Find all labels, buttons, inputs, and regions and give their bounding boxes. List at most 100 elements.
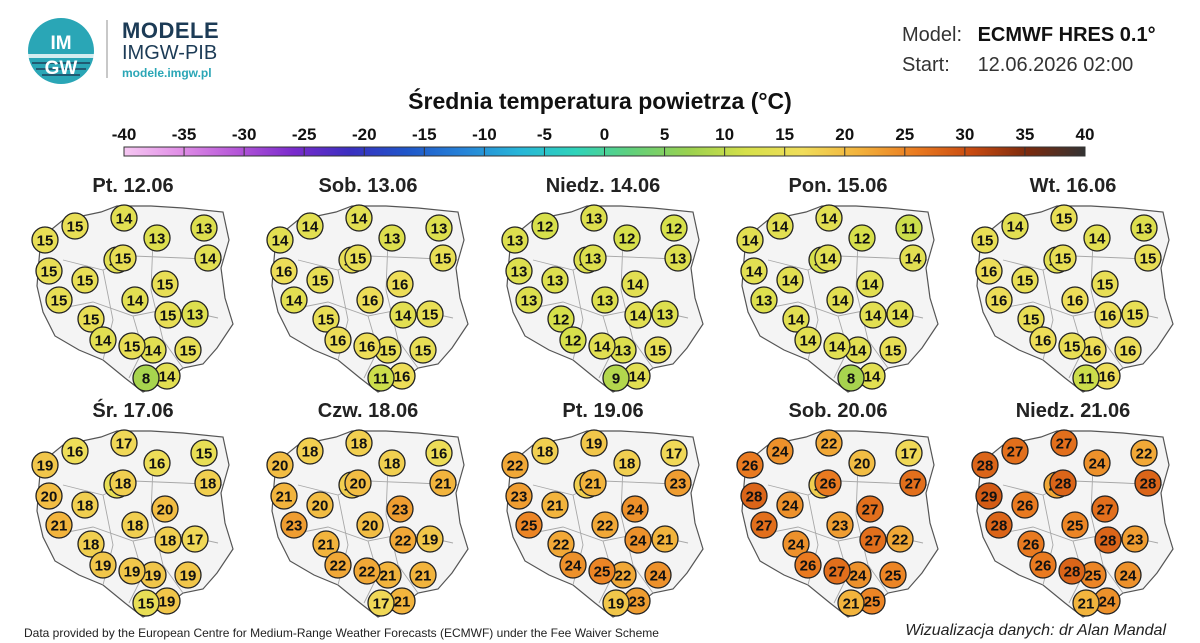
temperature-marker: 19	[31, 451, 59, 479]
temperature-value: 15	[415, 343, 432, 360]
temperature-marker: 16	[985, 286, 1013, 314]
temperature-marker: 24	[782, 530, 810, 558]
temperature-value: 11	[373, 371, 389, 388]
temperature-value: 22	[330, 558, 347, 575]
temperature-value: 15	[318, 312, 335, 329]
temperature-value: 21	[318, 537, 335, 554]
temperature-value: 23	[511, 489, 528, 506]
temperature-marker: 14	[89, 326, 117, 354]
temperature-bubble	[837, 364, 865, 392]
temperature-bubble	[190, 214, 218, 242]
temperature-marker: 26	[1011, 491, 1039, 519]
temperature-value: 11	[901, 221, 917, 238]
temperature-value: 28	[1055, 476, 1072, 493]
temperature-value: 28	[1140, 476, 1157, 493]
temperature-value: 20	[157, 502, 174, 519]
brand-title: MODELE	[122, 18, 220, 43]
temperature-marker: 14	[826, 286, 854, 314]
temperature-bubble	[89, 551, 117, 579]
temperature-value: 14	[395, 308, 412, 325]
temperature-value: 14	[109, 253, 126, 270]
temperature-bubble	[975, 257, 1003, 285]
temperature-marker: 16	[1093, 362, 1121, 390]
temperature-value: 21	[1078, 596, 1095, 613]
temperature-value: 21	[276, 489, 293, 506]
temperature-bubble	[306, 491, 334, 519]
temperature-value: 19	[180, 568, 197, 585]
temperature-value: 12	[553, 312, 570, 329]
temperature-marker: 16	[425, 439, 453, 467]
temperature-marker: 21	[429, 469, 457, 497]
scale-tick-label: 25	[895, 125, 914, 144]
temperature-marker: 16	[356, 286, 384, 314]
temperature-marker: 14	[858, 362, 886, 390]
temperature-marker: 28	[971, 451, 999, 479]
temperature-value: 20	[272, 458, 289, 475]
temperature-marker: 27	[856, 495, 884, 523]
temperature-value: 14	[1089, 231, 1106, 248]
temperature-marker: 14	[776, 266, 804, 294]
country-outline	[741, 205, 939, 393]
temperature-marker: 11	[1072, 364, 1100, 392]
day-label: Wt. 16.06	[1030, 175, 1117, 197]
temperature-value: 24	[565, 558, 582, 575]
temperature-value: 14	[905, 251, 922, 268]
temperature-value: 23	[670, 476, 687, 493]
temperature-marker: 16	[388, 362, 416, 390]
region-border	[52, 301, 219, 319]
temperature-bubble	[624, 301, 652, 329]
visualization-credit: Wizualizacja danych: dr Alan Mandal	[905, 622, 1166, 639]
temperature-value: 26	[742, 458, 759, 475]
region-border	[363, 315, 379, 379]
temperature-value: 23	[1127, 532, 1144, 549]
temperature-value: 8	[142, 371, 150, 388]
temperature-bubble	[559, 326, 587, 354]
temperature-bubble	[879, 336, 907, 364]
temperature-value: 19	[124, 564, 141, 581]
temperature-marker: 13	[505, 257, 533, 285]
temperature-marker: 14	[624, 301, 652, 329]
temperature-marker: 19	[602, 589, 630, 617]
temperature-value: 13	[384, 231, 401, 248]
temperature-value: 14	[351, 211, 368, 228]
temperature-value: 13	[670, 251, 687, 268]
brand-url[interactable]: modele.imgw.pl	[122, 66, 212, 80]
temperature-value: 15	[83, 312, 100, 329]
region-border	[620, 239, 654, 369]
temperature-bubble	[1093, 362, 1121, 390]
temperature-bubble	[151, 495, 179, 523]
temperature-bubble	[1050, 429, 1078, 457]
temperature-marker: 18	[613, 449, 641, 477]
temperature-bubble	[1017, 530, 1045, 558]
temperature-bubble	[143, 224, 171, 252]
temperature-bubble	[844, 336, 872, 364]
scale-tick-label: 20	[835, 125, 854, 144]
temperature-marker: 16	[386, 270, 414, 298]
temperature-bubble	[971, 226, 999, 254]
temperature-marker: 20	[356, 511, 384, 539]
temperature-value: 28	[991, 518, 1008, 535]
temperature-value: 15	[1023, 312, 1040, 329]
temperature-bubble	[132, 364, 160, 392]
temperature-bubble	[579, 244, 607, 272]
temperature-bubble	[416, 300, 444, 328]
temperature-marker: 22	[591, 511, 619, 539]
temperature-value: 16	[394, 369, 411, 386]
temperature-value: 13	[1136, 221, 1153, 238]
temperature-value: 15	[180, 343, 197, 360]
temperature-bubble	[515, 286, 543, 314]
temperature-marker: 15	[45, 286, 73, 314]
temperature-value: 21	[435, 476, 452, 493]
temperature-bubble	[110, 429, 138, 457]
temperature-bubble	[1094, 301, 1122, 329]
temperature-value: 18	[115, 476, 132, 493]
region-border	[992, 526, 1159, 544]
temperature-bubble	[1011, 491, 1039, 519]
temperature-marker: 23	[505, 482, 533, 510]
temperature-marker: 12	[547, 305, 575, 333]
temperature-marker: 20	[848, 449, 876, 477]
temperature-marker: 11	[895, 214, 923, 242]
